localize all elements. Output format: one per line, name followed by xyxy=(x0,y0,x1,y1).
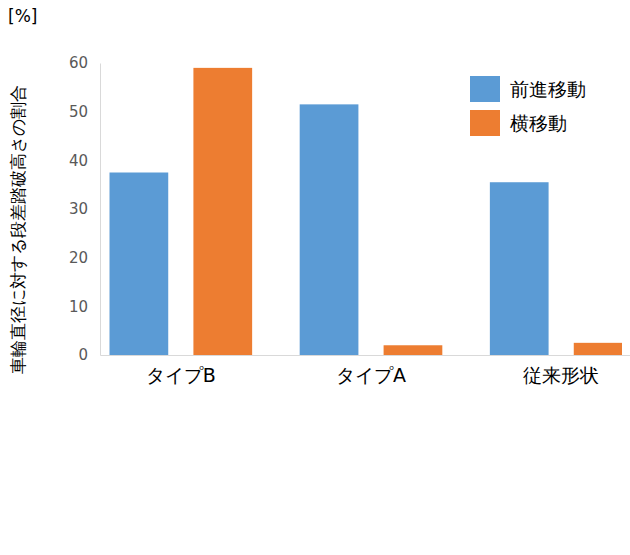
y-axis-title: 車輪直径に対する段差踏破高さの割合 xyxy=(8,85,28,374)
x-tick: タイプA xyxy=(336,355,406,386)
x-tick-label: タイプA xyxy=(336,364,406,386)
y-tick: 40 xyxy=(69,152,100,170)
x-tick-label: 従来形状 xyxy=(523,364,599,386)
x-axis-line xyxy=(101,355,630,356)
x-tick: 従来形状 xyxy=(523,355,599,386)
y-tick-label: 30 xyxy=(69,200,88,218)
y-tick-label: 50 xyxy=(69,103,88,121)
y-tick: 0 xyxy=(78,346,100,364)
y-tick-label: 10 xyxy=(69,298,88,316)
legend-swatch xyxy=(470,76,500,102)
y-tick-label: 60 xyxy=(69,54,88,72)
legend-swatch xyxy=(470,110,500,136)
x-tick-label: タイプB xyxy=(146,364,216,386)
bar xyxy=(384,345,443,355)
bars xyxy=(110,68,622,355)
y-axis: 0 10 20 30 40 50 60 xyxy=(69,54,101,364)
y-tick: 20 xyxy=(69,249,100,267)
legend-label: 前進移動 xyxy=(510,78,586,100)
bar xyxy=(490,182,549,355)
y-tick-label: 40 xyxy=(69,152,88,170)
legend: 前進移動横移動 xyxy=(470,76,586,136)
y-tick: 30 xyxy=(69,200,100,218)
x-axis: タイプB タイプA 従来形状 xyxy=(101,355,630,386)
bar xyxy=(193,68,252,355)
annotation: [%] xyxy=(8,6,37,26)
y-tick-label: 0 xyxy=(78,346,88,364)
legend-item: 横移動 xyxy=(470,110,567,136)
y-tick: 50 xyxy=(69,103,100,121)
bar xyxy=(300,104,359,355)
y-axis-line xyxy=(100,64,101,356)
y-tick: 10 xyxy=(69,298,100,316)
y-tick: 60 xyxy=(69,54,100,72)
bar xyxy=(574,343,622,355)
y-tick-label: 20 xyxy=(69,249,88,267)
legend-item: 前進移動 xyxy=(470,76,586,102)
bar xyxy=(110,173,169,356)
legend-label: 横移動 xyxy=(510,112,567,134)
x-tick: タイプB xyxy=(146,355,216,386)
chart-root: 0 10 20 30 40 50 60 タイプB タイプA 従来形状 車輪直径に対する段差踏破高さの… xyxy=(0,0,630,555)
